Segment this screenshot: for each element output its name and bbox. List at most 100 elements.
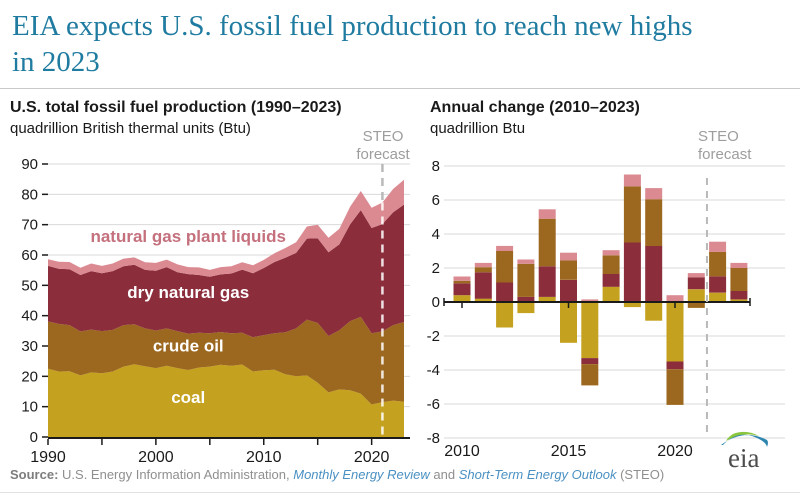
right-ytick-label: 2: [432, 260, 440, 277]
left-ytick-label: 80: [21, 186, 38, 203]
bar-2023-coal: [730, 299, 748, 302]
bar-2023-crude_oil: [730, 268, 748, 291]
bar-2012-dry_natural_gas: [496, 282, 514, 302]
bar-2019-crude_oil: [645, 199, 663, 246]
left-xtick-label: 2020: [354, 449, 390, 466]
bar-2013-coal: [517, 302, 535, 314]
left-xtick-label: 1990: [30, 449, 66, 466]
left-ytick-label: 40: [21, 308, 38, 325]
bar-2020-natural_gas_plant_liquids: [666, 295, 684, 302]
eia-logo-text: eia: [728, 443, 759, 473]
eia-logo-green-swoosh: [726, 431, 759, 441]
source-link-steo[interactable]: Short-Term Energy Outlook: [458, 467, 617, 482]
right-bars: [453, 174, 748, 405]
bar-2016-natural_gas_plant_liquids: [581, 299, 599, 302]
bar-2010-crude_oil: [453, 280, 471, 284]
left-xtick-label: 2010: [246, 449, 282, 466]
left-ytick-label: 90: [21, 156, 38, 173]
right-xtick-label: 2015: [551, 443, 587, 460]
bar-2012-natural_gas_plant_liquids: [496, 245, 514, 251]
bar-2014-crude_oil: [538, 218, 556, 267]
bar-2011-dry_natural_gas: [474, 272, 492, 299]
bar-2019-dry_natural_gas: [645, 245, 663, 302]
bar-2022-natural_gas_plant_liquids: [709, 241, 727, 252]
bar-2012-crude_oil: [496, 251, 514, 283]
series-label-crude_oil: crude oil: [153, 336, 224, 355]
bar-2021-coal: [687, 289, 705, 303]
bar-2022-crude_oil: [709, 251, 727, 277]
bar-2014-dry_natural_gas: [538, 266, 556, 297]
steo-forecast-label-right: STEO forecast: [698, 128, 752, 163]
left-xtick-label: 2000: [138, 449, 174, 466]
right-ytick-label: -6: [427, 396, 440, 413]
right-ytick-label: -4: [427, 362, 440, 379]
bar-2011-coal: [474, 298, 492, 302]
bar-2015-natural_gas_plant_liquids: [560, 252, 577, 261]
right-ytick-label: -8: [427, 430, 440, 447]
bar-2011-natural_gas_plant_liquids: [474, 262, 492, 268]
bar-2022-coal: [709, 292, 727, 303]
series-label-dry_natural_gas: dry natural gas: [127, 283, 249, 302]
bar-2016-coal: [581, 302, 599, 359]
bar-2022-dry_natural_gas: [709, 276, 727, 293]
bar-2021-crude_oil: [687, 302, 705, 308]
bar-2015-dry_natural_gas: [560, 279, 577, 302]
bar-2019-natural_gas_plant_liquids: [645, 188, 663, 200]
bar-2012-coal: [496, 302, 514, 328]
bar-2014-coal: [538, 296, 556, 302]
source-text-2: and: [429, 467, 459, 482]
page-title-line2: in 2023: [12, 46, 100, 78]
bar-2018-crude_oil: [623, 186, 641, 243]
bar-2010-natural_gas_plant_liquids: [453, 276, 471, 281]
bar-2021-dry_natural_gas: [687, 277, 705, 290]
bar-2020-crude_oil: [666, 369, 684, 405]
bar-2017-crude_oil: [602, 255, 620, 274]
left-axes: 0 10 20 30 40 50 60 70 80 90 1990 2000 2010 2020: [21, 156, 410, 466]
bar-2023-dry_natural_gas: [730, 290, 748, 300]
left-chart-subtitle: quadrillion British thermal units (Btu): [10, 120, 251, 137]
bar-2015-crude_oil: [560, 260, 577, 280]
bar-2017-dry_natural_gas: [602, 274, 620, 287]
source-link-monthly-energy-review[interactable]: Monthly Energy Review: [293, 467, 430, 482]
bar-2018-dry_natural_gas: [623, 242, 641, 302]
eia-logo-blue-swoosh: [721, 434, 768, 447]
left-ytick-label: 50: [21, 277, 38, 294]
bar-2019-coal: [645, 302, 663, 321]
steo-forecast-label-left: STEO forecast: [356, 128, 410, 163]
right-ytick-label: -2: [427, 328, 440, 345]
bar-2018-coal: [623, 302, 641, 308]
left-ytick-label: 30: [21, 338, 38, 355]
bar-2015-coal: [560, 302, 577, 343]
right-xtick-label: 2010: [444, 443, 480, 460]
right-plot-bar-chart: -8 -6 -4 -2 0 2 4 6 8 2010 2015 2020: [427, 158, 785, 460]
bar-2017-coal: [602, 286, 620, 302]
right-axes: 2010 2015 2020: [443, 298, 751, 460]
area-natural_gas_plant_liquids: [48, 179, 404, 277]
bar-2018-natural_gas_plant_liquids: [623, 174, 641, 187]
bar-2010-coal: [453, 295, 471, 302]
left-ytick-label: 10: [21, 399, 38, 416]
bar-2013-natural_gas_plant_liquids: [517, 259, 535, 264]
bar-2017-natural_gas_plant_liquids: [602, 250, 620, 256]
left-ytick-label: 70: [21, 217, 38, 234]
left-chart-title: U.S. total fossil fuel production (1990–…: [10, 99, 342, 116]
area-crude_oil: [48, 316, 404, 405]
right-ytick-label: 4: [432, 226, 440, 243]
right-ytick-label: 6: [432, 192, 440, 209]
page-title: EIA expects U.S. fossil fuel production …: [12, 8, 792, 80]
left-ytick-label: 0: [30, 429, 38, 446]
bar-2021-natural_gas_plant_liquids: [687, 273, 705, 278]
bar-2013-crude_oil: [517, 263, 535, 297]
right-ytick-label: 8: [432, 158, 440, 175]
left-ytick-label: 60: [21, 247, 38, 264]
bar-2020-coal: [666, 302, 684, 362]
left-plot-area-chart: 0 10 20 30 40 50 60 70 80 90 1990 2000 2010 2020 coal c…: [21, 156, 410, 466]
bar-2010-dry_natural_gas: [453, 283, 471, 296]
bar-2013-dry_natural_gas: [517, 296, 535, 302]
source-text-3: (STEO): [616, 467, 665, 482]
area-coal: [48, 364, 404, 437]
eia-logo: eia: [721, 431, 768, 473]
right-xtick-label: 2020: [657, 443, 693, 460]
bar-2023-natural_gas_plant_liquids: [730, 262, 748, 268]
bar-2011-crude_oil: [474, 267, 492, 273]
